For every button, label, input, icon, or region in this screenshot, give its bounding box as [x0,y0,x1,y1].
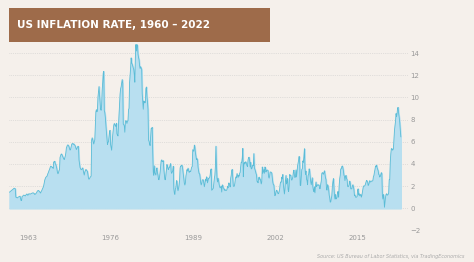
Text: Source: US Bureau of Labor Statistics, via TradingEconomics: Source: US Bureau of Labor Statistics, v… [317,254,465,259]
Text: US INFLATION RATE, 1960 – 2022: US INFLATION RATE, 1960 – 2022 [17,20,210,30]
